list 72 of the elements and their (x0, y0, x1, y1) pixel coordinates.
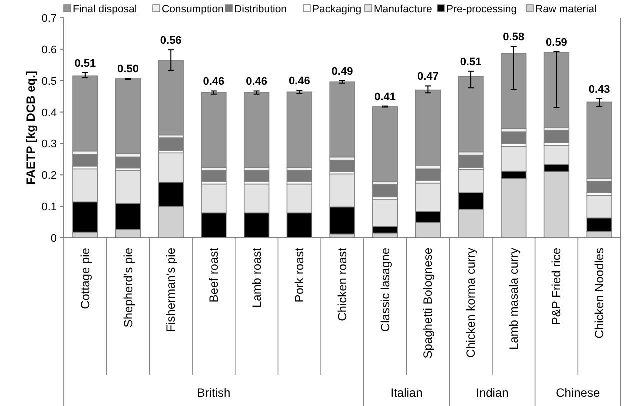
bar (458, 76, 484, 153)
total-label: 0.41 (374, 91, 396, 104)
bar (286, 170, 312, 182)
bar (158, 60, 184, 136)
legend-label: Distribution (234, 4, 288, 16)
y-tick-label: 0.6 (42, 44, 57, 56)
total-label: 0.58 (503, 32, 525, 44)
x-tick-label: Chicken Noodles (592, 248, 607, 339)
x-tick-label: Lamb masala curry (506, 248, 521, 350)
y-tick-label: 0 (50, 233, 57, 245)
text: Italian (390, 386, 423, 400)
bar (330, 82, 356, 158)
bar (115, 156, 142, 169)
bar (586, 102, 612, 180)
x-tick-label: P&P Fried rice (550, 248, 564, 326)
y-tick-label: 0.4 (42, 107, 57, 120)
bar (501, 53, 527, 130)
bar (286, 92, 312, 168)
bar (115, 78, 142, 154)
total-label: 0.51 (460, 56, 482, 68)
total-label: 0.49 (332, 66, 354, 78)
total-label: 0.46 (288, 76, 310, 88)
text: Indian (476, 386, 509, 400)
total-label: 0.47 (417, 71, 439, 84)
bar (415, 168, 442, 182)
x-tick-label: Shepherd's pie (121, 248, 136, 328)
bar (201, 92, 227, 168)
legend-label: Packaging (312, 4, 362, 16)
total-label: 0.56 (160, 35, 182, 48)
text: British (197, 386, 231, 400)
x-tick-label: Beef roast (206, 247, 221, 303)
y-tick-label: 0.5 (42, 76, 57, 88)
bar (330, 160, 356, 172)
bar (244, 92, 270, 168)
bar (586, 181, 612, 194)
legend-label: Manufacture (374, 4, 433, 16)
bar (501, 132, 527, 144)
legend-label: Pre-processing (446, 4, 518, 16)
y-axis-title: FAETP [kg DCB eq.] (24, 71, 38, 185)
x-tick-label: Pork roast (292, 247, 307, 303)
x-tick-label: Spaghetti Bolognese (421, 248, 436, 359)
bar (72, 154, 98, 167)
legend-label: Consumption (162, 4, 224, 16)
y-tick-label: 0.7 (42, 13, 57, 25)
x-tick-label: Chicken roast (336, 247, 350, 322)
x-tick-label: Classic lasagne (378, 248, 392, 332)
total-label: 0.43 (588, 84, 610, 96)
legend-label: Raw material (536, 4, 597, 16)
bar (201, 170, 227, 182)
bar (372, 106, 398, 182)
text: Chinese (556, 386, 600, 400)
total-label: 0.46 (203, 76, 225, 88)
bar (415, 90, 442, 166)
x-tick-label: Fisherman's pie (164, 248, 178, 332)
total-label: 0.51 (74, 58, 96, 70)
bar (372, 184, 398, 198)
bar (72, 76, 98, 152)
bar (544, 52, 570, 128)
total-label: 0.46 (246, 76, 268, 88)
x-tick-label: Chicken korma curry (464, 248, 478, 358)
y-tick-label: 0.3 (42, 138, 57, 151)
y-tick-label: 0.2 (42, 170, 57, 182)
x-tick-label: Lamb roast (250, 247, 264, 308)
x-tick-label: Cottage pie (78, 248, 92, 310)
bar (244, 170, 270, 182)
y-tick-label: 0.1 (42, 202, 57, 214)
total-label: 0.50 (118, 64, 139, 76)
bar (458, 154, 484, 168)
bar (158, 138, 184, 152)
bar (544, 130, 570, 144)
total-label: 0.59 (546, 36, 568, 49)
legend-label: Final disposal (73, 4, 138, 16)
